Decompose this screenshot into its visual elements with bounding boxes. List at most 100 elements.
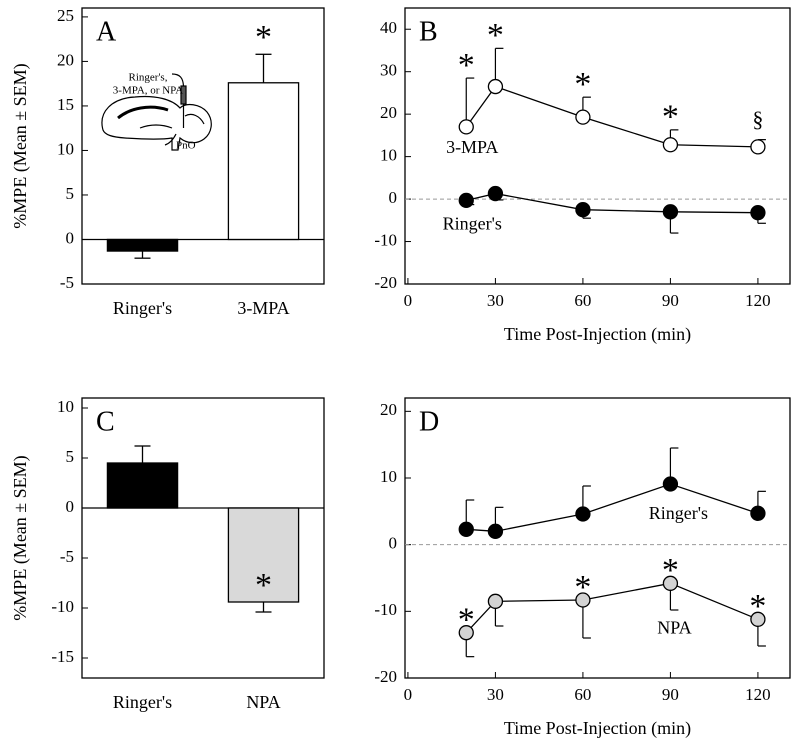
significance-marker: * — [574, 569, 591, 606]
y-tick-label: 10 — [57, 397, 74, 416]
significance-marker: * — [458, 47, 475, 84]
panel-label: B — [419, 16, 438, 47]
x-axis-label: Time Post-Injection (min) — [504, 324, 691, 345]
y-tick-label: 5 — [66, 447, 75, 466]
x-tick-label: 90 — [662, 685, 679, 704]
y-tick-label: -10 — [374, 230, 397, 249]
y-tick-label: 20 — [380, 103, 397, 122]
significance-marker: * — [574, 66, 591, 103]
y-tick-label: 0 — [66, 497, 75, 516]
data-point — [575, 109, 591, 125]
data-point — [575, 506, 591, 522]
significance-marker: * — [487, 17, 504, 54]
y-tick-label: -5 — [60, 273, 74, 292]
x-axis-label: Time Post-Injection (min) — [504, 718, 691, 739]
data-point — [662, 476, 679, 492]
y-tick-label: 0 — [66, 228, 75, 247]
data-point — [487, 185, 504, 202]
plot-frame — [81, 7, 325, 285]
data-point — [458, 119, 474, 135]
series-label: NPA — [657, 617, 691, 637]
plot-frame — [404, 397, 791, 679]
data-point — [662, 204, 679, 220]
y-axis-label: %MPE (Mean ± SEM) — [10, 455, 31, 620]
plot-frame — [404, 7, 791, 285]
y-tick-label: 20 — [380, 400, 397, 419]
x-tick-label: 120 — [745, 685, 771, 704]
x-tick-label: Ringer's — [113, 692, 172, 712]
data-point — [750, 205, 766, 221]
series-line — [466, 483, 759, 532]
series-label: Ringer's — [649, 503, 708, 523]
x-tick-label: 0 — [404, 685, 413, 704]
inset-pointer — [171, 73, 185, 87]
panel-label: A — [96, 16, 117, 47]
bar — [227, 82, 300, 241]
bar — [227, 507, 300, 603]
data-point — [458, 192, 474, 209]
brain-structure — [117, 105, 169, 120]
series-line — [465, 85, 758, 148]
significance-marker: * — [255, 567, 272, 604]
significance-marker: * — [255, 19, 272, 56]
series-label: 3-MPA — [446, 137, 498, 157]
data-point — [575, 202, 591, 218]
data-point — [487, 593, 504, 609]
data-point — [487, 523, 504, 539]
y-tick-label: 15 — [57, 95, 74, 114]
panel-label: C — [96, 406, 115, 437]
y-tick-label: -20 — [374, 667, 397, 686]
y-tick-label: 10 — [380, 467, 397, 486]
data-point — [458, 625, 474, 641]
series-label: Ringer's — [443, 213, 502, 233]
y-tick-label: 5 — [66, 184, 75, 203]
y-tick-label: -20 — [374, 273, 397, 292]
y-axis-label: %MPE (Mean ± SEM) — [10, 63, 31, 228]
y-tick-label: -15 — [51, 647, 74, 666]
data-point — [662, 575, 679, 591]
y-tick-label: -5 — [60, 547, 74, 566]
brain-outline — [101, 95, 212, 151]
significance-marker: * — [662, 552, 679, 589]
data-point — [750, 505, 766, 521]
data-point — [575, 592, 591, 608]
brain-inset — [101, 73, 212, 151]
y-tick-label: -10 — [374, 600, 397, 619]
inset-label: PnO — [176, 140, 196, 152]
plot-frame — [81, 397, 325, 679]
significance-marker: § — [752, 107, 763, 132]
inset-pointer — [164, 133, 177, 146]
y-tick-label: 40 — [380, 18, 397, 37]
x-tick-label: 3-MPA — [237, 298, 289, 318]
brain-structure — [184, 113, 205, 125]
bar — [106, 462, 179, 509]
y-tick-label: 0 — [389, 534, 398, 553]
series-line — [466, 192, 758, 214]
brain-structure — [139, 124, 173, 129]
significance-marker: * — [458, 601, 475, 638]
x-tick-label: 90 — [662, 291, 679, 310]
x-tick-label: 30 — [487, 685, 504, 704]
panel-label: D — [419, 406, 439, 437]
significance-marker: * — [749, 588, 766, 625]
x-tick-label: 120 — [745, 291, 771, 310]
y-tick-label: 0 — [389, 188, 398, 207]
y-tick-label: 30 — [380, 61, 397, 80]
series-line — [465, 582, 759, 634]
y-tick-label: 10 — [380, 146, 397, 165]
inset-label: Ringer's, — [129, 72, 168, 84]
x-tick-label: 30 — [487, 291, 504, 310]
data-point — [750, 139, 766, 155]
data-point — [662, 137, 679, 153]
y-tick-label: 10 — [57, 139, 74, 158]
data-point — [750, 611, 766, 627]
significance-marker: * — [662, 99, 679, 136]
x-tick-label: Ringer's — [113, 298, 172, 318]
x-tick-label: 60 — [574, 291, 591, 310]
x-tick-label: 60 — [574, 685, 591, 704]
inset-label: 3-MPA, or NPA — [113, 85, 183, 97]
x-tick-label: NPA — [246, 692, 280, 712]
data-point — [458, 521, 474, 537]
data-point — [487, 78, 504, 95]
